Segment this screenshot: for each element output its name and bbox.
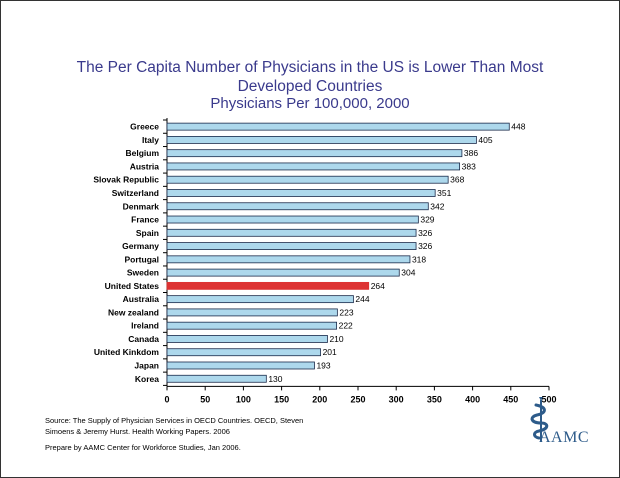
category-label: United Kinkdom (94, 347, 160, 357)
data-label: 329 (420, 215, 434, 225)
category-label: Italy (142, 135, 159, 145)
source-line-2: Simoens & Jeremy Hurst. Health Working P… (45, 427, 230, 436)
bar-switzerland (166, 189, 436, 197)
x-tick-label: 200 (312, 394, 327, 404)
x-tick-label: 50 (200, 394, 210, 404)
category-label: United States (105, 281, 160, 291)
category-label: Ireland (131, 321, 159, 331)
x-tick-label: 0 (164, 394, 169, 404)
bar-united-kinkdom (166, 348, 321, 357)
x-tick-label: 300 (389, 394, 404, 404)
category-label: Spain (136, 228, 159, 238)
x-tick-label: 450 (503, 394, 518, 404)
bar-korea (166, 374, 267, 383)
data-label: 210 (329, 334, 343, 344)
category-label: Korea (135, 374, 159, 384)
source-note: Source: The Supply of Physician Services… (45, 415, 303, 453)
data-label: 383 (462, 161, 476, 171)
category-label: Germany (122, 241, 159, 251)
data-label: 201 (323, 347, 337, 357)
data-label: 318 (412, 254, 426, 264)
category-label: Denmark (123, 201, 160, 211)
caduceus-icon (530, 397, 549, 442)
bar-slovak-republic (166, 175, 449, 184)
bar-denmark (166, 202, 429, 211)
data-label: 448 (511, 122, 525, 132)
bar-germany (166, 242, 417, 250)
bar-greece (166, 122, 510, 131)
aamc-logo-text: AAMC (539, 429, 590, 446)
bar-france (166, 215, 419, 224)
category-label: New zealand (108, 307, 159, 317)
data-label: 130 (268, 374, 282, 384)
bar-portugal (166, 255, 411, 264)
bar-canada (166, 335, 328, 343)
data-label: 304 (401, 268, 415, 278)
x-tick-label: 500 (541, 394, 556, 404)
bar-australia (166, 295, 354, 304)
x-tick-label: 250 (350, 394, 365, 404)
category-label: Belgium (125, 148, 159, 158)
source-line-1: Source: The Supply of Physician Services… (45, 416, 304, 425)
x-tick-label: 400 (465, 394, 480, 404)
data-label: 405 (478, 135, 492, 145)
category-label: France (131, 215, 159, 225)
chart-subtitle: Physicians Per 100,000, 2000 (210, 95, 410, 112)
data-label: 223 (339, 307, 353, 317)
x-tick-label: 150 (274, 394, 289, 404)
data-label: 193 (316, 360, 330, 370)
bar-austria (166, 162, 461, 171)
category-label: Switzerland (112, 188, 159, 198)
bar-sweden (166, 268, 400, 277)
x-tick-label: 100 (236, 394, 251, 404)
x-tick-label: 350 (427, 394, 442, 404)
category-label: Slovak Republic (93, 175, 159, 185)
data-label: 326 (418, 228, 432, 238)
data-label: 264 (371, 281, 385, 291)
data-label: 222 (339, 321, 353, 331)
data-label: 386 (464, 148, 478, 158)
data-label: 342 (430, 201, 444, 211)
bar-ireland (166, 321, 338, 330)
bar-italy (166, 136, 477, 144)
category-label: Canada (128, 334, 159, 344)
bar-spain (166, 228, 417, 237)
category-label: Greece (130, 122, 159, 132)
category-label: Australia (123, 294, 160, 304)
category-label: Japan (134, 360, 159, 370)
category-label: Austria (130, 161, 160, 171)
data-label: 368 (450, 175, 464, 185)
category-label: Sweden (127, 268, 159, 278)
prepared-by-note: Prepare by AAMC Center for Workforce Stu… (45, 443, 241, 452)
category-label: Portugal (125, 254, 159, 264)
bar-united-states (166, 281, 370, 290)
data-label: 351 (437, 188, 451, 198)
bar-japan (166, 361, 315, 370)
chart-title-line-2: Developed Countries (237, 78, 383, 95)
data-label: 244 (355, 294, 369, 304)
bar-new-zealand (166, 308, 338, 317)
bar-belgium (166, 149, 463, 158)
data-label: 326 (418, 241, 432, 251)
chart-title-line-1: The Per Capita Number of Physicians in t… (76, 59, 544, 76)
